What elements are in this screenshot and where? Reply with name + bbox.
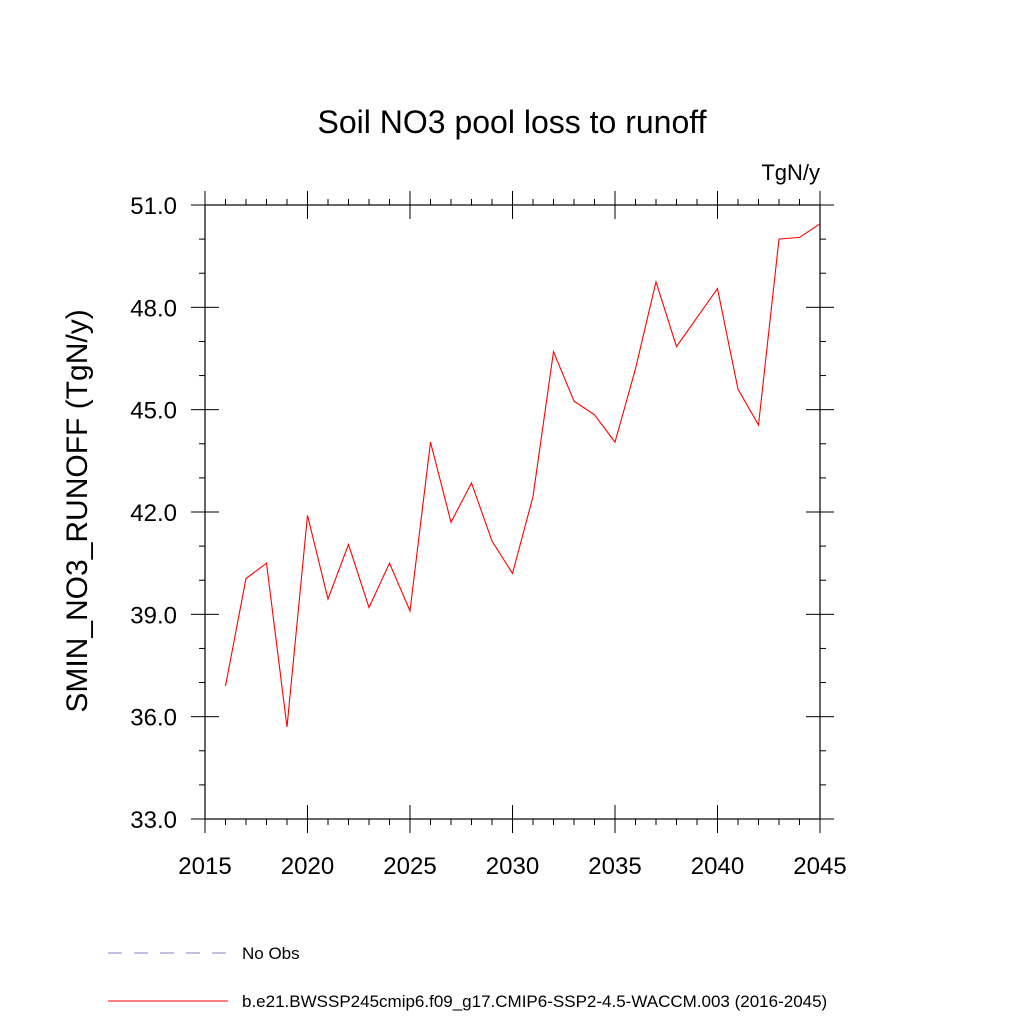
x-tick-label: 2030	[486, 853, 539, 880]
x-tick-label: 2025	[383, 853, 436, 880]
chart-title: Soil NO3 pool loss to runoff	[318, 104, 707, 140]
legend: No Obs b.e21.BWSSP245cmip6.f09_g17.CMIP6-…	[108, 944, 827, 1011]
y-axis-label: SMIN_NO3_RUNOFF (TgN/y)	[61, 309, 94, 712]
plot-frame	[204, 204, 821, 820]
legend-label: b.e21.BWSSP245cmip6.f09_g17.CMIP6-SSP2-4…	[242, 992, 827, 1011]
y-tick-label: 42.0	[130, 500, 177, 527]
y-tick-label: 51.0	[130, 193, 177, 220]
units-label: TgN/y	[761, 160, 820, 185]
y-tick-label: 39.0	[130, 602, 177, 629]
x-tick-label: 2015	[178, 853, 231, 880]
plot-area: 2015 2020 2025 2030 2035 2040 2045 33.0 36.0 39.0…	[130, 191, 847, 880]
y-tick-label: 45.0	[130, 398, 177, 425]
x-tick-label: 2040	[691, 853, 744, 880]
x-tick-label: 2045	[793, 853, 846, 880]
x-tick-label: 2035	[588, 853, 641, 880]
series-line-0	[224, 223, 821, 727]
legend-label: No Obs	[242, 944, 300, 963]
x-tick-label: 2020	[281, 853, 334, 880]
y-tick-label: 33.0	[130, 807, 177, 834]
y-tick-label: 48.0	[130, 295, 177, 322]
y-tick-label: 36.0	[130, 705, 177, 732]
